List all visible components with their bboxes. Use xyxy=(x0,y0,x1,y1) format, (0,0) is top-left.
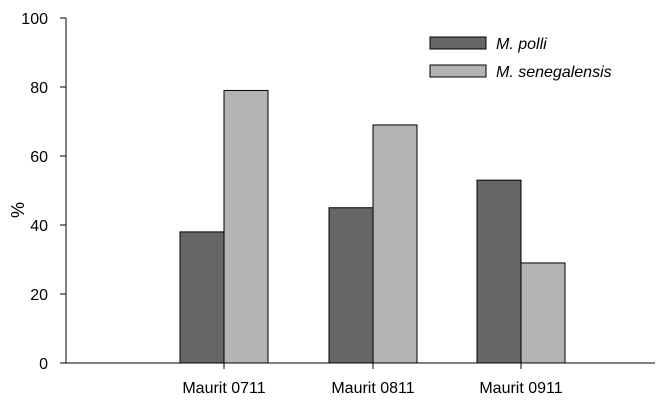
y-tick-label: 20 xyxy=(30,287,48,304)
bar-m-polli-1 xyxy=(179,231,225,364)
y-tick-label: 80 xyxy=(30,80,48,97)
y-tick-label: 0 xyxy=(39,356,48,373)
y-tick-label: 40 xyxy=(30,218,48,235)
legend-swatch xyxy=(429,64,487,78)
bar-m-polli-2 xyxy=(328,207,374,364)
legend-label: M. polli xyxy=(496,36,547,53)
legend: M. polli M. senegalensis xyxy=(429,36,612,81)
legend-swatch xyxy=(429,36,487,50)
bar-m-polli-3 xyxy=(476,179,522,364)
x-tick-label: Maurit 0911 xyxy=(479,380,562,397)
bar-m-senegalensis-1 xyxy=(223,89,269,364)
y-tick-label: 100 xyxy=(21,11,48,28)
x-tick-label: Maurit 0711 xyxy=(182,380,265,397)
bar-m-senegalensis-3 xyxy=(520,262,566,364)
tick-labels: 0 20 40 60 80 100 Maurit 0711 Maurit 0811 Maurit… xyxy=(21,11,562,397)
y-axis-title: % xyxy=(8,202,28,218)
y-tick-label: 60 xyxy=(30,149,48,166)
legend-label: M. senegalensis xyxy=(496,64,612,81)
bars xyxy=(179,89,566,364)
x-tick-label: Maurit 0811 xyxy=(331,380,414,397)
bar-m-senegalensis-2 xyxy=(372,124,418,364)
